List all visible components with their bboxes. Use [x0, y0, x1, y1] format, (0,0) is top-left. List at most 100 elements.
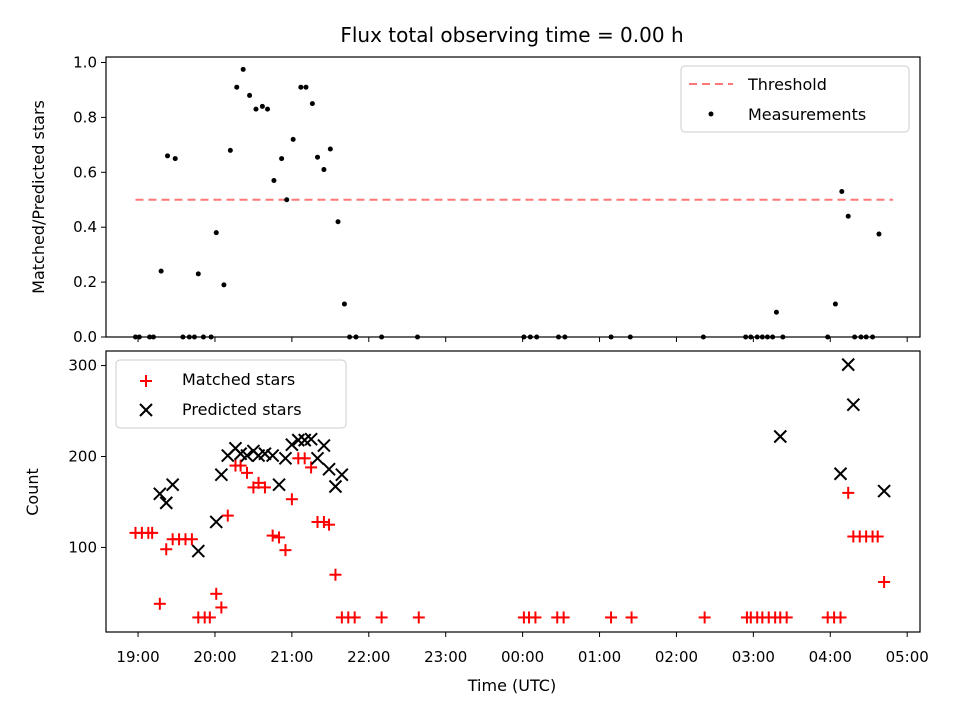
measurement-point: [240, 66, 246, 72]
matched-star-point: [298, 452, 311, 465]
measurement-point: [876, 231, 882, 237]
measurement-point: [259, 103, 265, 109]
measurement-point: [773, 309, 779, 315]
matched-star-point: [871, 530, 884, 543]
top-axes-frame: [105, 56, 921, 338]
matched-star-point: [305, 461, 318, 474]
matched-star-point: [842, 486, 855, 499]
measurement-point: [290, 136, 296, 142]
matched-star-point: [279, 544, 292, 557]
matched-star-point: [203, 611, 216, 624]
measurement-point: [165, 153, 171, 159]
predicted-star-point: [272, 477, 286, 492]
y-tick-label: 0.8: [73, 108, 97, 126]
predicted-star-point: [153, 487, 167, 501]
measurement-point: [832, 301, 838, 307]
predicted-star-point: [165, 477, 180, 492]
y-tick-label: 0.6: [73, 163, 97, 181]
y-tick-label: 1.0: [73, 53, 97, 71]
bottom-y-ticks: 100 200 300: [68, 357, 106, 556]
matched-star-point: [412, 611, 425, 624]
matched-star-point: [834, 611, 847, 624]
measurement-point: [195, 271, 201, 277]
legend-matched-swatch: [140, 375, 152, 387]
matched-star-point: [160, 543, 173, 556]
legend-threshold-label: Threshold: [747, 75, 827, 94]
x-tick-label: 21:00: [270, 648, 313, 666]
matched-star-point: [234, 459, 247, 472]
top-panel: 0.0 0.2 0.4 0.6 0.8 1.0 Matched/Predicted sta…: [29, 53, 921, 346]
predicted-star-point: [833, 467, 848, 481]
bottom-panel: 100 200 300 19:00 20:00 21:00 22:00 23:00 00:00…: [23, 350, 929, 695]
predicted-star-point: [877, 484, 891, 498]
matched-star-point: [285, 493, 298, 506]
predicted-star-point: [322, 462, 336, 476]
predicted-star-point: [209, 515, 223, 529]
bottom-y-axis-label: Count: [23, 468, 42, 516]
measurement-point: [172, 156, 178, 162]
legend-predicted-label: Predicted stars: [182, 400, 302, 419]
measurement-point: [279, 156, 285, 162]
matched-star-point: [221, 509, 234, 522]
predicted-star-point: [773, 429, 787, 444]
x-tick-label: 02:00: [655, 648, 698, 666]
measurement-point: [298, 84, 304, 90]
y-tick-label: 0.0: [73, 328, 97, 346]
bottom-legend: Matched stars Predicted stars: [115, 359, 347, 429]
predicted-star-point: [304, 432, 318, 446]
measurement-point: [158, 268, 164, 274]
measurement-point: [265, 106, 271, 112]
measurement-point: [247, 92, 253, 98]
x-tick-label: 20:00: [193, 648, 236, 666]
predicted-star-point: [846, 397, 861, 412]
legend-predicted-swatch: [139, 403, 153, 417]
bottom-plot-area: [129, 357, 891, 624]
x-tick-label: 23:00: [424, 648, 467, 666]
predicted-star-point: [317, 438, 331, 453]
matched-star-point: [252, 476, 265, 489]
x-tick-label: 04:00: [809, 648, 852, 666]
matched-star-point: [557, 611, 570, 624]
bottom-x-ticks: 19:00 20:00 21:00 22:00 23:00 00:00 01:00 02:00…: [116, 632, 929, 666]
predicted-star-point: [335, 467, 349, 482]
matched-star-point: [210, 587, 223, 600]
x-tick-label: 05:00: [886, 648, 929, 666]
y-tick-label: 0.2: [73, 273, 97, 291]
measurement-point: [213, 230, 219, 236]
matched-star-point: [273, 531, 286, 544]
predicted-star-point: [310, 451, 325, 466]
matched-star-point: [878, 575, 891, 588]
measurement-point: [234, 84, 240, 90]
measurement-point: [227, 147, 233, 153]
matched-star-point: [698, 611, 711, 624]
measurement-point: [335, 219, 341, 225]
top-y-axis-label: Matched/Predicted stars: [29, 100, 48, 294]
measurement-point: [271, 178, 277, 184]
top-x-ticks: [137, 337, 908, 342]
predicted-star-point: [240, 448, 254, 463]
measurement-point: [309, 101, 315, 107]
matched-star-point: [323, 518, 336, 531]
predicted-star-point: [841, 357, 855, 372]
matched-star-point: [185, 533, 198, 546]
matched-star-point: [258, 481, 271, 494]
matched-star-point: [329, 568, 342, 581]
legend-measurements-label: Measurements: [748, 105, 866, 124]
x-axis-label: Time (UTC): [467, 676, 556, 695]
x-tick-label: 01:00: [578, 648, 621, 666]
legend-matched-label: Matched stars: [182, 370, 295, 389]
matched-star-point: [348, 611, 361, 624]
matched-star-point: [529, 611, 542, 624]
x-tick-label: 03:00: [732, 648, 775, 666]
matched-star-point: [605, 611, 618, 624]
measurement-point: [341, 301, 347, 307]
y-tick-label: 0.4: [73, 218, 97, 236]
measurement-point: [845, 213, 851, 219]
matched-star-point: [241, 466, 254, 479]
measurement-point: [839, 189, 845, 195]
measurement-point: [253, 106, 259, 112]
matched-star-point: [625, 611, 638, 624]
legend-measurements-swatch: [708, 111, 714, 117]
measurement-point: [327, 146, 333, 152]
